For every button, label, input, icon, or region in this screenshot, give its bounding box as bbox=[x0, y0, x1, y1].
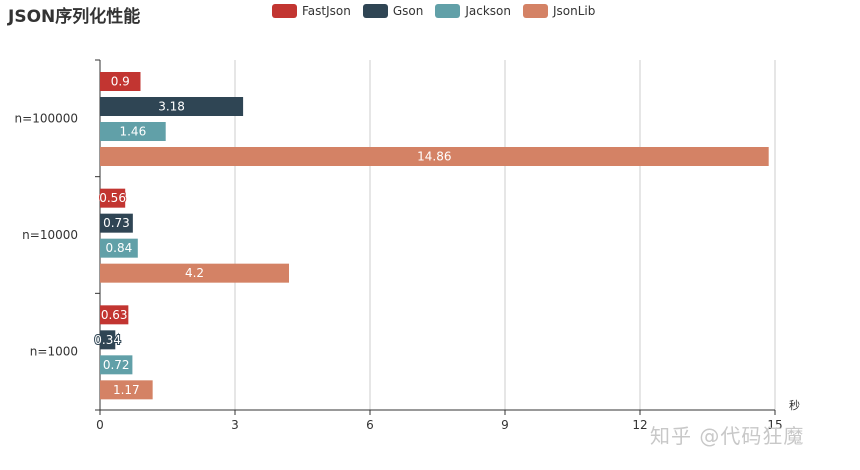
legend-swatch bbox=[523, 4, 548, 18]
data-label: 0.72 bbox=[103, 358, 130, 372]
bar-fastjson-n-10000 bbox=[100, 188, 126, 208]
data-label: 0.63 bbox=[101, 308, 128, 322]
legend-item-gson[interactable]: Gson bbox=[362, 4, 424, 18]
bar-fastjson-n-1000 bbox=[100, 305, 129, 325]
bar-jsonlib-n-1000 bbox=[100, 380, 153, 400]
legend-item-jsonlib[interactable]: JsonLib bbox=[523, 4, 595, 18]
bar-jackson-n-100000 bbox=[100, 122, 166, 141]
legend-label: Jackson bbox=[465, 4, 511, 18]
data-label: 3.18 bbox=[158, 100, 185, 114]
legend-label: Gson bbox=[392, 4, 424, 18]
legend: FastJson Gson Jackson JsonLib bbox=[272, 4, 595, 18]
data-label: 0.34 bbox=[94, 333, 121, 347]
x-tick-label: 0 bbox=[96, 418, 104, 432]
x-tick-label: 6 bbox=[366, 418, 374, 432]
y-tick-label: n=1000 bbox=[30, 345, 78, 359]
x-tick-label: 3 bbox=[231, 418, 239, 432]
bar-jsonlib-n-100000 bbox=[100, 147, 769, 166]
legend-label: JsonLib bbox=[553, 4, 596, 18]
chart-title: JSON序列化性能 bbox=[8, 7, 141, 27]
data-label: 0.9 bbox=[111, 75, 130, 89]
bar-gson-n-10000 bbox=[100, 213, 133, 233]
x-tick-label: 9 bbox=[501, 418, 509, 432]
data-label: 14.86 bbox=[417, 150, 451, 164]
legend-item-jackson[interactable]: Jackson bbox=[435, 4, 511, 18]
bar-gson-n-1000 bbox=[100, 330, 116, 350]
x-tick-label: 15 bbox=[767, 418, 782, 432]
x-axis-label: 秒 bbox=[789, 398, 800, 412]
data-label: 0.84 bbox=[106, 241, 133, 255]
bar-jackson-n-10000 bbox=[100, 238, 138, 258]
watermark: 知乎 @代码狂魔 bbox=[650, 424, 805, 448]
legend-swatch bbox=[362, 4, 388, 18]
data-label: 0.73 bbox=[103, 216, 130, 230]
legend-item-fastjson[interactable]: FastJson bbox=[272, 4, 351, 18]
bar-fastjson-n-100000 bbox=[100, 72, 141, 91]
data-label: 1.46 bbox=[119, 125, 146, 139]
data-label: 4.2 bbox=[185, 266, 204, 280]
y-tick-label: n=100000 bbox=[15, 111, 78, 125]
data-label: 1.17 bbox=[113, 383, 140, 397]
y-tick-label: n=10000 bbox=[22, 228, 78, 242]
legend-swatch bbox=[435, 4, 461, 18]
bar-gson-n-100000 bbox=[100, 97, 244, 116]
bar-jackson-n-1000 bbox=[100, 355, 133, 375]
legend-swatch bbox=[272, 4, 297, 18]
legend-label: FastJson bbox=[302, 4, 351, 18]
x-tick-label: 12 bbox=[632, 418, 647, 432]
bar-jsonlib-n-10000 bbox=[100, 263, 289, 283]
data-label: 0.56 bbox=[99, 191, 126, 205]
